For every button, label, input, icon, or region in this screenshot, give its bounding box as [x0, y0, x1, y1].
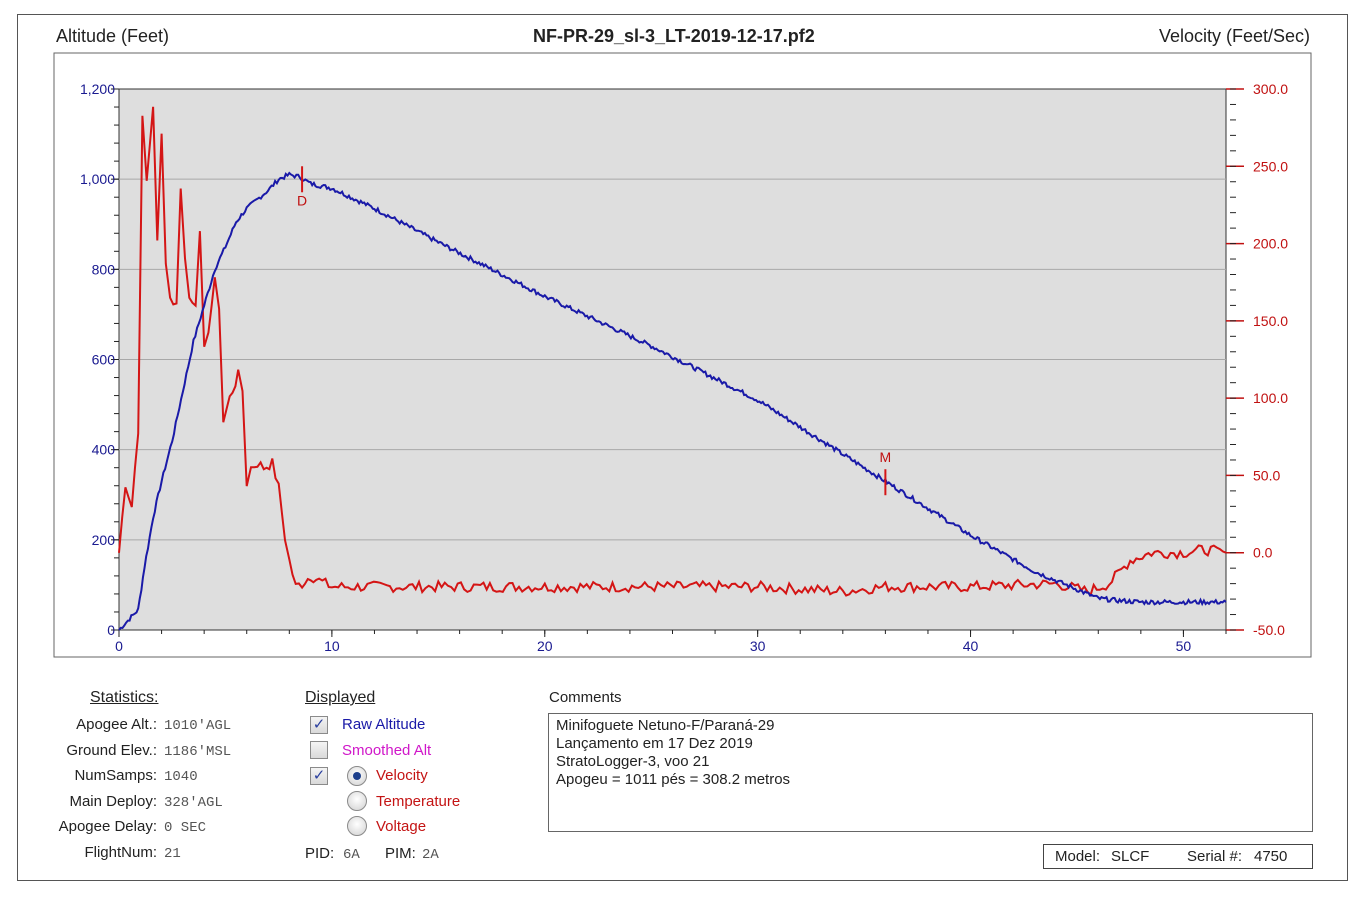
velocity-tick-label: 50.0 [1253, 467, 1280, 483]
stat-apogee-delay-label: Apogee Delay: [58, 818, 157, 835]
velocity-radio[interactable] [347, 766, 367, 786]
smoothed-alt-label: Smoothed Alt [342, 742, 432, 759]
voltage-radio[interactable] [347, 816, 367, 836]
serial-value: 4750 [1254, 848, 1288, 865]
smoothed-alt-checkbox[interactable] [310, 741, 328, 759]
comment-line: Minifoguete Netuno-F/Paraná-29 [556, 717, 775, 734]
stat-main-deploy-value: 328'AGL [164, 795, 223, 811]
stat-apogee-alt-value: 1010'AGL [164, 718, 232, 734]
altitude-series-line [118, 171, 1227, 631]
time-tick-label: 30 [750, 638, 766, 654]
velocity-axis: -50.0 0.0 50.0 100.0 150.0 200.0 250.0 300.0 [1226, 81, 1288, 638]
velocity-tick-label: 300.0 [1253, 81, 1288, 97]
model-value: SLCF [1111, 848, 1150, 865]
velocity-tick-label: -50.0 [1253, 622, 1285, 638]
comments-title: Comments [549, 689, 622, 706]
stat-flightnum-label: FlightNum: [84, 844, 157, 861]
stat-main-deploy-label: Main Deploy: [69, 793, 157, 810]
event-markers: DM [297, 166, 892, 496]
time-tick-label: 40 [963, 638, 979, 654]
velocity-tick-label: 250.0 [1253, 158, 1288, 174]
voltage-radio-label: Voltage [376, 818, 427, 835]
pid-value: 6A [343, 847, 360, 863]
device-info-box: Model: SLCF Serial #: 4750 [1043, 844, 1313, 869]
right-axis-title: Velocity (Feet/Sec) [1158, 26, 1310, 46]
comment-line: Lançamento em 17 Dez 2019 [556, 735, 753, 752]
velocity-checkbox[interactable]: ✓ [310, 767, 328, 785]
time-tick-label: 10 [324, 638, 340, 654]
stat-ground-elev-value: 1186'MSL [164, 744, 232, 760]
serial-label: Serial #: [1187, 848, 1243, 865]
altitude-axis: 0 200 400 600 800 1,000 1,200 [80, 81, 119, 638]
time-tick-label: 20 [537, 638, 553, 654]
left-axis-title: Altitude (Feet) [56, 26, 170, 46]
pim-label: PIM: [385, 845, 416, 862]
comments-textbox[interactable]: Minifoguete Netuno-F/Paraná-29 Lançament… [548, 713, 1313, 832]
time-tick-label: 50 [1176, 638, 1192, 654]
velocity-series-line [118, 106, 1227, 597]
altitude-tick-label: 1,200 [80, 81, 115, 97]
altitude-tick-label: 1,000 [80, 171, 115, 187]
altitude-tick-label: 800 [92, 261, 116, 277]
altitude-tick-label: 200 [92, 532, 116, 548]
event-marker-label: D [297, 192, 307, 208]
velocity-tick-label: 0.0 [1253, 545, 1273, 561]
velocity-tick-label: 200.0 [1253, 236, 1288, 252]
file-title: NF-PR-29_sl-3_LT-2019-12-17.pf2 [533, 26, 815, 46]
raw-altitude-checkbox[interactable]: ✓ [310, 716, 328, 734]
temperature-radio[interactable] [347, 791, 367, 811]
pid-label: PID: [305, 845, 335, 862]
stat-apogee-delay-value: 0 SEC [164, 820, 207, 836]
altitude-tick-label: 400 [92, 442, 116, 458]
stat-numsamps-label: NumSamps: [74, 767, 157, 784]
pim-value: 2A [422, 847, 439, 863]
time-tick-label: 0 [115, 638, 123, 654]
velocity-radio-label: Velocity [376, 767, 428, 784]
model-label: Model: [1055, 848, 1101, 865]
temperature-radio-label: Temperature [376, 793, 461, 810]
displayed-title: Displayed [305, 689, 376, 706]
event-marker-label: M [880, 449, 892, 465]
statistics-title: Statistics: [90, 689, 159, 706]
comment-line: Apogeu = 1011 pés = 308.2 metros [556, 771, 791, 788]
stat-numsamps-value: 1040 [164, 769, 198, 785]
altitude-tick-label: 0 [107, 622, 115, 638]
stat-ground-elev-label: Ground Elev.: [66, 742, 157, 759]
time-axis: 0 10 20 30 40 50 [115, 630, 1227, 654]
comment-line: StratoLogger-3, voo 21 [556, 753, 710, 770]
velocity-tick-label: 150.0 [1253, 313, 1288, 329]
stat-apogee-alt-label: Apogee Alt.: [76, 716, 157, 733]
velocity-tick-label: 100.0 [1253, 390, 1288, 406]
altitude-tick-label: 600 [92, 352, 116, 368]
raw-altitude-label: Raw Altitude [342, 716, 426, 733]
stat-flightnum-value: 21 [164, 846, 181, 862]
